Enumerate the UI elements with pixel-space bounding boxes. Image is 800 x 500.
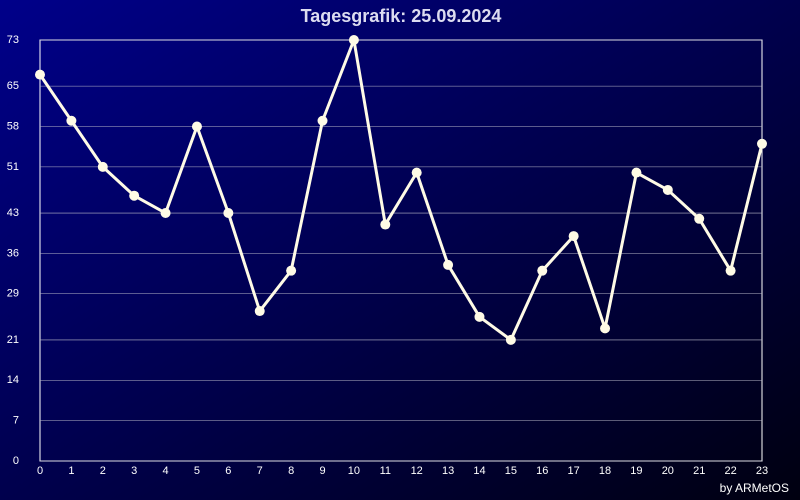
y-tick-label: 51 [7, 161, 19, 173]
x-tick-label: 22 [724, 465, 736, 477]
data-point [66, 115, 77, 126]
y-tick-label: 73 [7, 34, 19, 46]
x-tick-label: 18 [599, 465, 611, 477]
x-tick-label: 10 [348, 465, 360, 477]
x-tick-label: 9 [319, 465, 325, 477]
data-point [694, 213, 705, 224]
data-point [600, 323, 611, 334]
y-tick-label: 0 [13, 455, 19, 467]
y-tick-label: 29 [7, 288, 19, 300]
y-tick-label: 65 [7, 80, 19, 92]
data-point [537, 265, 548, 276]
x-tick-label: 17 [568, 465, 580, 477]
x-tick-label: 8 [288, 465, 294, 477]
data-point [129, 190, 140, 201]
data-point [757, 138, 767, 149]
x-tick-label: 12 [411, 465, 423, 477]
x-tick-label: 14 [473, 465, 485, 477]
data-point [160, 208, 171, 219]
y-tick-label: 14 [7, 374, 19, 386]
data-point [286, 265, 297, 276]
data-point [380, 219, 391, 230]
y-tick-label: 58 [7, 120, 19, 132]
x-tick-label: 2 [100, 465, 106, 477]
data-point [474, 311, 485, 322]
x-tick-label: 11 [380, 465, 391, 477]
x-tick-label: 23 [756, 465, 768, 477]
x-tick-label: 5 [194, 465, 200, 477]
x-tick-label: 19 [630, 465, 642, 477]
y-tick-label: 21 [7, 334, 19, 346]
data-point [35, 69, 45, 80]
data-point [662, 184, 673, 195]
x-tick-label: 13 [442, 465, 454, 477]
data-line [38, 38, 764, 342]
y-tick-label: 7 [13, 415, 19, 427]
y-tick-label: 43 [7, 207, 19, 219]
data-point [631, 167, 642, 178]
data-point [411, 167, 422, 178]
data-point [97, 161, 108, 172]
x-tick-label: 4 [163, 465, 169, 477]
x-tick-label: 7 [257, 465, 263, 477]
data-point [223, 208, 234, 219]
x-tick-label: 0 [37, 465, 43, 477]
x-tick-label: 1 [68, 465, 74, 477]
y-tick-label: 36 [7, 247, 19, 259]
data-point [443, 259, 454, 270]
x-tick-label: 6 [225, 465, 231, 477]
credit: by ARMetOS [720, 481, 789, 495]
data-point [505, 334, 516, 345]
data-point [254, 306, 265, 317]
data-point [348, 35, 359, 45]
data-point [568, 231, 579, 242]
chart-title: Tagesgrafik: 25.09.2024 [301, 6, 502, 26]
x-tick-label: 21 [693, 465, 705, 477]
x-tick-label: 16 [536, 465, 548, 477]
x-tick-label: 3 [131, 465, 137, 477]
data-point [317, 115, 328, 126]
data-point [191, 121, 202, 132]
x-tick-label: 15 [505, 465, 517, 477]
data-point [725, 265, 736, 276]
x-tick-label: 20 [662, 465, 674, 477]
